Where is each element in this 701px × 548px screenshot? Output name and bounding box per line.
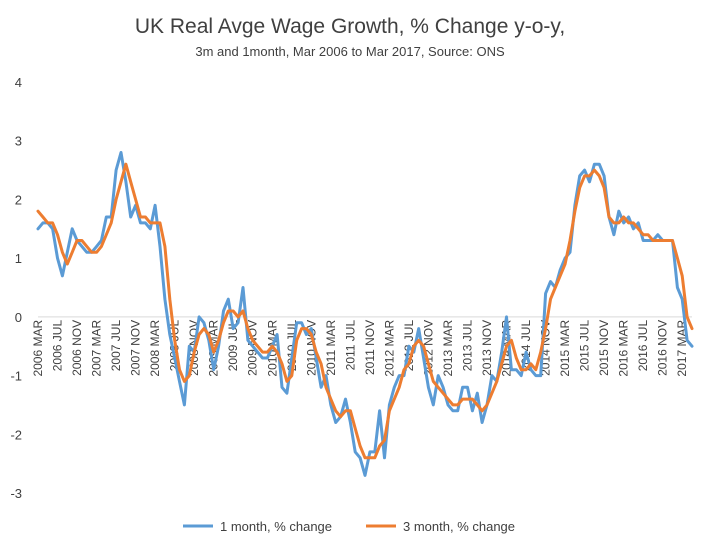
y-tick-label: 4	[15, 75, 22, 90]
y-tick-label: 3	[15, 134, 22, 149]
x-tick-label: 2006 JUL	[51, 320, 65, 372]
x-tick-label: 2016 JUL	[636, 320, 650, 372]
x-tick-label: 2007 JUL	[109, 320, 123, 372]
x-tick-label: 2013 JUL	[460, 320, 474, 372]
x-tick-label: 2011 MAR	[324, 320, 338, 376]
x-tick-label: 2011 JUL	[343, 320, 357, 371]
chart-subtitle: 3m and 1month, Mar 2006 to Mar 2017, Sou…	[195, 44, 505, 59]
x-tick-label: 2007 MAR	[90, 320, 104, 377]
x-tick-label: 2014 JUL	[519, 320, 533, 372]
x-axis: 2006 MAR 2006 JUL 2006 NOV 2007 MAR 2007 JUL…	[31, 320, 689, 377]
legend-label-1-month: 1 month, % change	[220, 519, 332, 534]
y-tick-label: -2	[10, 427, 22, 442]
y-tick-label: 0	[15, 310, 22, 325]
x-tick-label: 2006 NOV	[70, 320, 84, 376]
x-tick-label: 2016 NOV	[656, 320, 670, 376]
x-tick-label: 2015 JUL	[578, 320, 592, 372]
x-tick-label: 2012 MAR	[382, 320, 396, 377]
y-tick-label: -3	[10, 486, 22, 501]
x-tick-label: 2009 JUL	[226, 320, 240, 372]
y-tick-label: 2	[15, 192, 22, 207]
legend-label-3-month: 3 month, % change	[403, 519, 515, 534]
x-tick-label: 2011 NOV	[363, 320, 377, 375]
x-tick-label: 2006 MAR	[31, 320, 45, 377]
y-tick-label: 1	[15, 251, 22, 266]
x-tick-label: 2015 MAR	[558, 320, 572, 377]
chart-title: UK Real Avge Wage Growth, % Change y-o-y…	[135, 15, 565, 38]
x-tick-label: 2015 NOV	[597, 320, 611, 376]
x-tick-label: 2013 MAR	[441, 320, 455, 377]
legend: 1 month, % change 3 month, % change	[183, 519, 515, 534]
plot-area	[36, 151, 694, 477]
y-tick-label: -1	[10, 369, 22, 384]
x-tick-label: 2007 NOV	[129, 320, 143, 376]
x-tick-label: 2016 MAR	[617, 320, 631, 377]
series-line-1-month	[36, 151, 694, 477]
y-axis: 4 3 2 1 0 -1 -2 -3	[10, 75, 22, 501]
x-tick-label: 2008 MAR	[148, 320, 162, 377]
series-line-3-month	[36, 162, 694, 460]
x-tick-label: 2013 NOV	[480, 320, 494, 376]
